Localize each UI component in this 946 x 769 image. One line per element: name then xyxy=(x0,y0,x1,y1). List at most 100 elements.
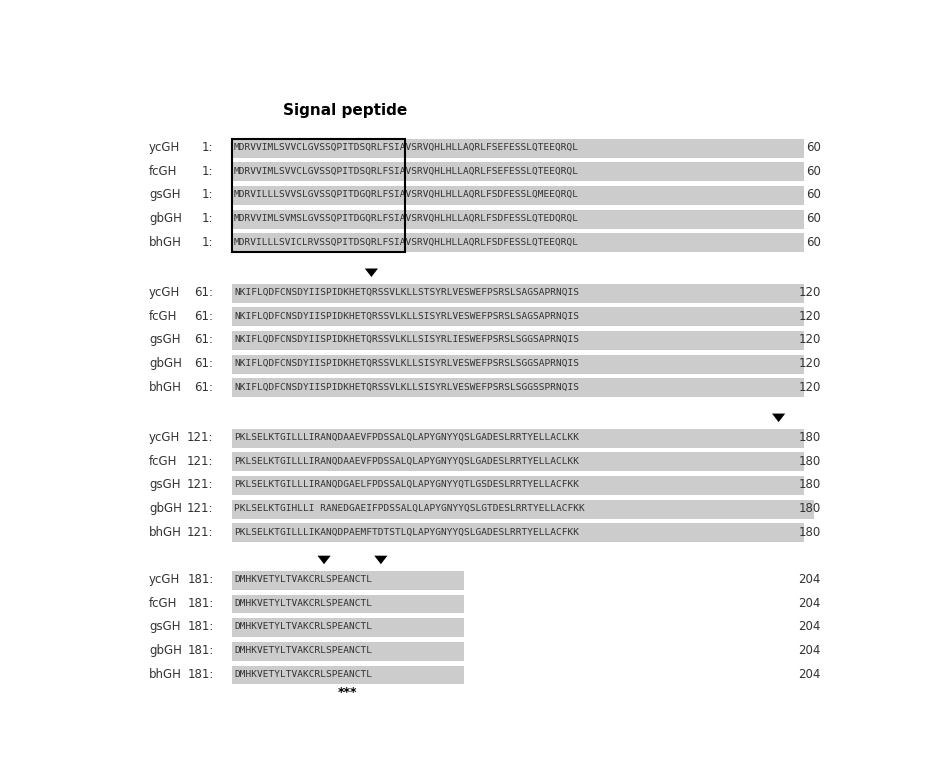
Text: DMHKVETYLTVAKCRLSPEANCTL: DMHKVETYLTVAKCRLSPEANCTL xyxy=(234,599,372,608)
Text: bhGH: bhGH xyxy=(149,667,182,681)
Text: NKIFLQDFCNSDYIISPIDKHETQRSSVLKLLSISYRLIESWEFPSRSLSGGSAPRNQIS: NKIFLQDFCNSDYIISPIDKHETQRSSVLKLLSISYRLIE… xyxy=(234,335,579,345)
Text: 120: 120 xyxy=(798,286,820,299)
Text: gsGH: gsGH xyxy=(149,621,181,634)
Text: ycGH: ycGH xyxy=(149,431,181,444)
Text: 180: 180 xyxy=(798,478,820,491)
Text: 204: 204 xyxy=(798,621,820,634)
Text: DMHKVETYLTVAKCRLSPEANCTL: DMHKVETYLTVAKCRLSPEANCTL xyxy=(234,575,372,584)
Text: gbGH: gbGH xyxy=(149,357,182,370)
Text: 61:: 61: xyxy=(195,286,214,299)
Text: MDRVILLLSVICLRVSSQPITDSQRLFSIAVSRVQHLHLLAQRLFSDFESSLQTEEQRQL: MDRVILLLSVICLRVSSQPITDSQRLFSIAVSRVQHLHLL… xyxy=(234,238,579,247)
Bar xyxy=(232,162,804,181)
Text: 61:: 61: xyxy=(195,310,214,323)
Polygon shape xyxy=(375,556,388,564)
Text: 60: 60 xyxy=(806,235,820,248)
Text: gsGH: gsGH xyxy=(149,188,181,201)
Text: PKLSELKTGIHLLI RANEDGAEIFPDSSALQLAPYGNYYQSLGTDESLRRTYELLACFKK: PKLSELKTGIHLLI RANEDGAEIFPDSSALQLAPYGNYY… xyxy=(234,504,585,513)
Text: 60: 60 xyxy=(806,165,820,178)
Text: ycGH: ycGH xyxy=(149,141,181,154)
Text: bhGH: bhGH xyxy=(149,381,182,394)
Text: 120: 120 xyxy=(798,310,820,323)
Bar xyxy=(232,378,804,398)
Bar xyxy=(232,642,464,661)
Text: 121:: 121: xyxy=(187,454,214,468)
Bar xyxy=(232,233,804,252)
Text: 60: 60 xyxy=(806,141,820,154)
Text: PKLSELKTGILLLIRANQDAAEVFPDSSALQLAPYGNYYQSLGADESLRRTYELLACLKK: PKLSELKTGILLLIRANQDAAEVFPDSSALQLAPYGNYYQ… xyxy=(234,433,579,442)
Text: fcGH: fcGH xyxy=(149,597,178,610)
Text: gbGH: gbGH xyxy=(149,644,182,657)
Text: ***: *** xyxy=(338,686,358,699)
Text: MDRVVIMLSVVCLGVSSQPITDSQRLFSIAVSRVQHLHLLAQRLFSEFESSLQTEEQRQL: MDRVVIMLSVVCLGVSSQPITDSQRLFSIAVSRVQHLHLL… xyxy=(234,143,579,151)
Text: NKIFLQDFCNSDYIISPIDKHETQRSSVLKLLSISYRLVESWEFPSRSLSAGSAPRNQIS: NKIFLQDFCNSDYIISPIDKHETQRSSVLKLLSISYRLVE… xyxy=(234,311,579,321)
Text: 120: 120 xyxy=(798,381,820,394)
Bar xyxy=(232,500,814,519)
Text: 1:: 1: xyxy=(202,235,214,248)
Text: gsGH: gsGH xyxy=(149,333,181,346)
Text: PKLSELKTGILLLIKANQDPAEMFTDTSTLQLAPYGNYYQSLGADESLRRTYELLACFKK: PKLSELKTGILLLIKANQDPAEMFTDTSTLQLAPYGNYYQ… xyxy=(234,528,579,537)
Bar xyxy=(232,571,464,590)
Text: ycGH: ycGH xyxy=(149,286,181,299)
Text: 181:: 181: xyxy=(187,573,214,586)
Text: 1:: 1: xyxy=(202,165,214,178)
Bar xyxy=(232,355,804,374)
Bar xyxy=(232,284,804,303)
Text: fcGH: fcGH xyxy=(149,165,178,178)
Text: MDRVILLLSVVSLGVSSQPITDGQRLFSIAVSRVQHLHLLAQRLFSDFESSLQMEEQRQL: MDRVILLLSVVSLGVSSQPITDGQRLFSIAVSRVQHLHLL… xyxy=(234,190,579,199)
Polygon shape xyxy=(772,414,785,422)
Text: 204: 204 xyxy=(798,667,820,681)
Text: 204: 204 xyxy=(798,597,820,610)
Text: 204: 204 xyxy=(798,644,820,657)
Polygon shape xyxy=(365,268,378,277)
Text: 61:: 61: xyxy=(195,333,214,346)
Bar xyxy=(232,452,804,471)
Text: 61:: 61: xyxy=(195,357,214,370)
Bar xyxy=(232,666,464,684)
Text: 180: 180 xyxy=(798,502,820,515)
Text: MDRVVIMLSVVCLGVSSQPITDSQRLFSIAVSRVQHLHLLAQRLFSEFESSLQTEEQRQL: MDRVVIMLSVVCLGVSSQPITDSQRLFSIAVSRVQHLHLL… xyxy=(234,167,579,175)
Text: 121:: 121: xyxy=(187,431,214,444)
Text: 181:: 181: xyxy=(187,644,214,657)
Text: bhGH: bhGH xyxy=(149,526,182,539)
Bar xyxy=(232,331,804,350)
Text: ycGH: ycGH xyxy=(149,573,181,586)
Text: 181:: 181: xyxy=(187,667,214,681)
Text: NKIFLQDFCNSDYIISPIDKHETQRSSVLKLLSISYRLVESWEFPSRSLSGGSAPRNQIS: NKIFLQDFCNSDYIISPIDKHETQRSSVLKLLSISYRLVE… xyxy=(234,359,579,368)
Text: 120: 120 xyxy=(798,357,820,370)
Text: 1:: 1: xyxy=(202,188,214,201)
Text: 60: 60 xyxy=(806,188,820,201)
Text: NKIFLQDFCNSDYIISPIDKHETQRSSVLKLLSISYRLVESWEFPSRSLSGGSSPRNQIS: NKIFLQDFCNSDYIISPIDKHETQRSSVLKLLSISYRLVE… xyxy=(234,383,579,391)
Text: 61:: 61: xyxy=(195,381,214,394)
Text: bhGH: bhGH xyxy=(149,235,182,248)
Bar xyxy=(232,308,804,326)
Text: DMHKVETYLTVAKCRLSPEANCTL: DMHKVETYLTVAKCRLSPEANCTL xyxy=(234,622,372,631)
Text: 60: 60 xyxy=(806,212,820,225)
Text: 180: 180 xyxy=(798,526,820,539)
Bar xyxy=(232,476,804,495)
Text: PKLSELKTGILLLIRANQDAAEVFPDSSALQLAPYGNYYQSLGADESLRRTYELLACLKK: PKLSELKTGILLLIRANQDAAEVFPDSSALQLAPYGNYYQ… xyxy=(234,457,579,466)
Text: 121:: 121: xyxy=(187,478,214,491)
Text: 181:: 181: xyxy=(187,597,214,610)
Bar xyxy=(232,138,405,252)
Text: fcGH: fcGH xyxy=(149,454,178,468)
Bar xyxy=(232,210,804,228)
Text: Signal peptide: Signal peptide xyxy=(284,102,408,118)
Text: NKIFLQDFCNSDYIISPIDKHETQRSSVLKLLSTSYRLVESWEFPSRSLSAGSAPRNQIS: NKIFLQDFCNSDYIISPIDKHETQRSSVLKLLSTSYRLVE… xyxy=(234,288,579,297)
Text: 121:: 121: xyxy=(187,526,214,539)
Text: MDRVVIMLSVMSLGVSSQPITDGQRLFSIAVSRVQHLHLLAQRLFSDFESSLQTEDQRQL: MDRVVIMLSVMSLGVSSQPITDGQRLFSIAVSRVQHLHLL… xyxy=(234,214,579,223)
Bar xyxy=(232,138,804,158)
Text: 204: 204 xyxy=(798,573,820,586)
Text: DMHKVETYLTVAKCRLSPEANCTL: DMHKVETYLTVAKCRLSPEANCTL xyxy=(234,670,372,679)
Bar xyxy=(232,594,464,614)
Text: gsGH: gsGH xyxy=(149,478,181,491)
Text: 120: 120 xyxy=(798,333,820,346)
Text: 180: 180 xyxy=(798,454,820,468)
Text: 1:: 1: xyxy=(202,212,214,225)
Polygon shape xyxy=(318,556,331,564)
Text: gbGH: gbGH xyxy=(149,502,182,515)
Text: gbGH: gbGH xyxy=(149,212,182,225)
Text: 181:: 181: xyxy=(187,621,214,634)
Bar xyxy=(232,524,804,542)
Text: fcGH: fcGH xyxy=(149,310,178,323)
Text: DMHKVETYLTVAKCRLSPEANCTL: DMHKVETYLTVAKCRLSPEANCTL xyxy=(234,646,372,655)
